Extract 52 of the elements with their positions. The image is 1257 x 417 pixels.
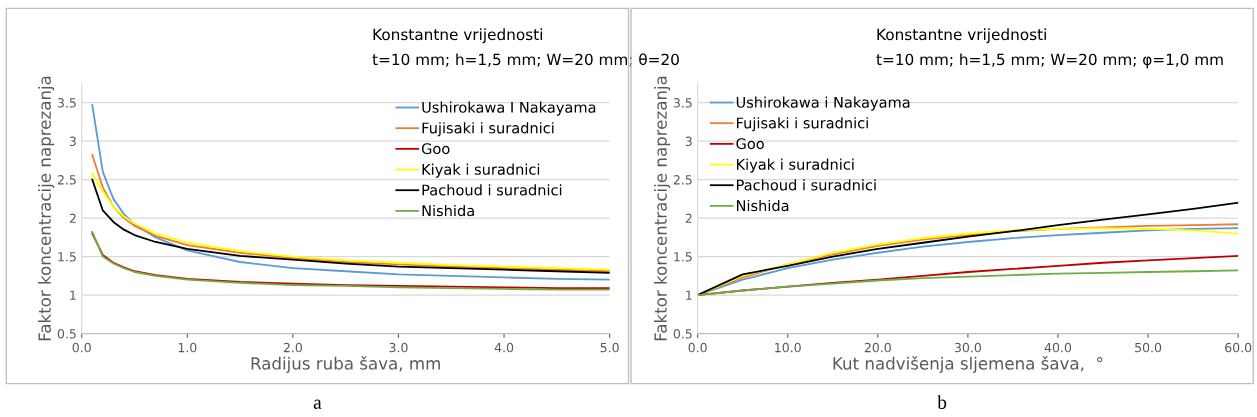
y-tick-label: 1.5: [58, 252, 76, 262]
line-series: [697, 201, 1239, 297]
x-tick-label: 5.0: [600, 342, 619, 353]
x-tick-label: 3.0: [389, 342, 408, 353]
chart-subtitle: t=10 mm; h=1,5 mm; W=20 mm; θ=20: [372, 53, 679, 67]
y-tick-label: 2: [69, 213, 76, 223]
x-axis-title: Radijus ruba šava, mm: [251, 356, 440, 373]
x-tick-label: 2.0: [283, 342, 302, 353]
legend-label: Kiyak i suradnici: [422, 163, 540, 178]
legend-label: Ushirokawa i Nakayama: [736, 96, 910, 111]
y-axis-title: Faktor koncentracije naprezanja: [38, 76, 55, 341]
y-tick-label: 2.5: [57, 175, 76, 185]
legend-label: Nishida: [736, 199, 789, 212]
legend-label: Pachoud i suradnici: [422, 184, 562, 196]
chart-subtitle: t=10 mm; h=1,5 mm; W=20 mm; φ=1,0 mm: [876, 53, 1223, 69]
legend-label: Goo: [736, 138, 764, 150]
x-tick-label: 60.0: [1225, 342, 1252, 353]
y-tick-label: 3.5: [673, 98, 692, 108]
x-axis-title: Kut nadvišenja sljemena šava, °: [833, 356, 1103, 373]
x-tick-label: 40.0: [1044, 342, 1072, 353]
text: a: [313, 399, 322, 409]
y-tick-label: 3: [69, 136, 76, 147]
y-axis-title: Faktor koncentracije naprezanja: [653, 76, 671, 341]
y-tick-label: 1: [686, 290, 692, 300]
y-tick-label: 0.5: [57, 329, 76, 339]
legend-label: Nishida: [422, 204, 474, 217]
y-tick-label: 2: [685, 213, 692, 223]
y-tick-label: 2.5: [673, 175, 692, 185]
y-tick-label: 3.5: [57, 98, 76, 108]
y-tick-label: 1: [70, 290, 76, 300]
y-tick-label: 1.5: [674, 252, 692, 262]
legend-label: Ushirokawa I Nakayama: [422, 101, 596, 116]
chart-title: Konstantne vrijednosti: [373, 28, 542, 44]
legend-label: Fujisaki i suradnici: [422, 122, 554, 137]
text: b: [937, 395, 947, 409]
line-series: [697, 269, 1239, 297]
line-series: [91, 154, 610, 273]
x-tick-label: 0.0: [72, 342, 91, 353]
legend-label: Pachoud i suradnici: [736, 179, 876, 191]
x-tick-label: 30.0: [954, 342, 981, 353]
x-tick-label: 20.0: [864, 342, 891, 353]
x-tick-label: 4.0: [494, 342, 514, 353]
y-tick-label: 3: [685, 136, 692, 147]
chart-title: Konstantne vrijednosti: [877, 28, 1046, 44]
legend-label: Kiyak i suradnici: [736, 158, 854, 173]
x-tick-label: 1.0: [178, 342, 197, 353]
y-tick-label: 0.5: [673, 329, 692, 339]
x-tick-label: 0.0: [688, 342, 707, 353]
x-tick-label: 10.0: [775, 342, 801, 353]
legend-label: Goo: [421, 143, 450, 155]
legend-label: Fujisaki i suradnici: [736, 117, 868, 132]
x-tick-label: 50.0: [1135, 342, 1162, 353]
